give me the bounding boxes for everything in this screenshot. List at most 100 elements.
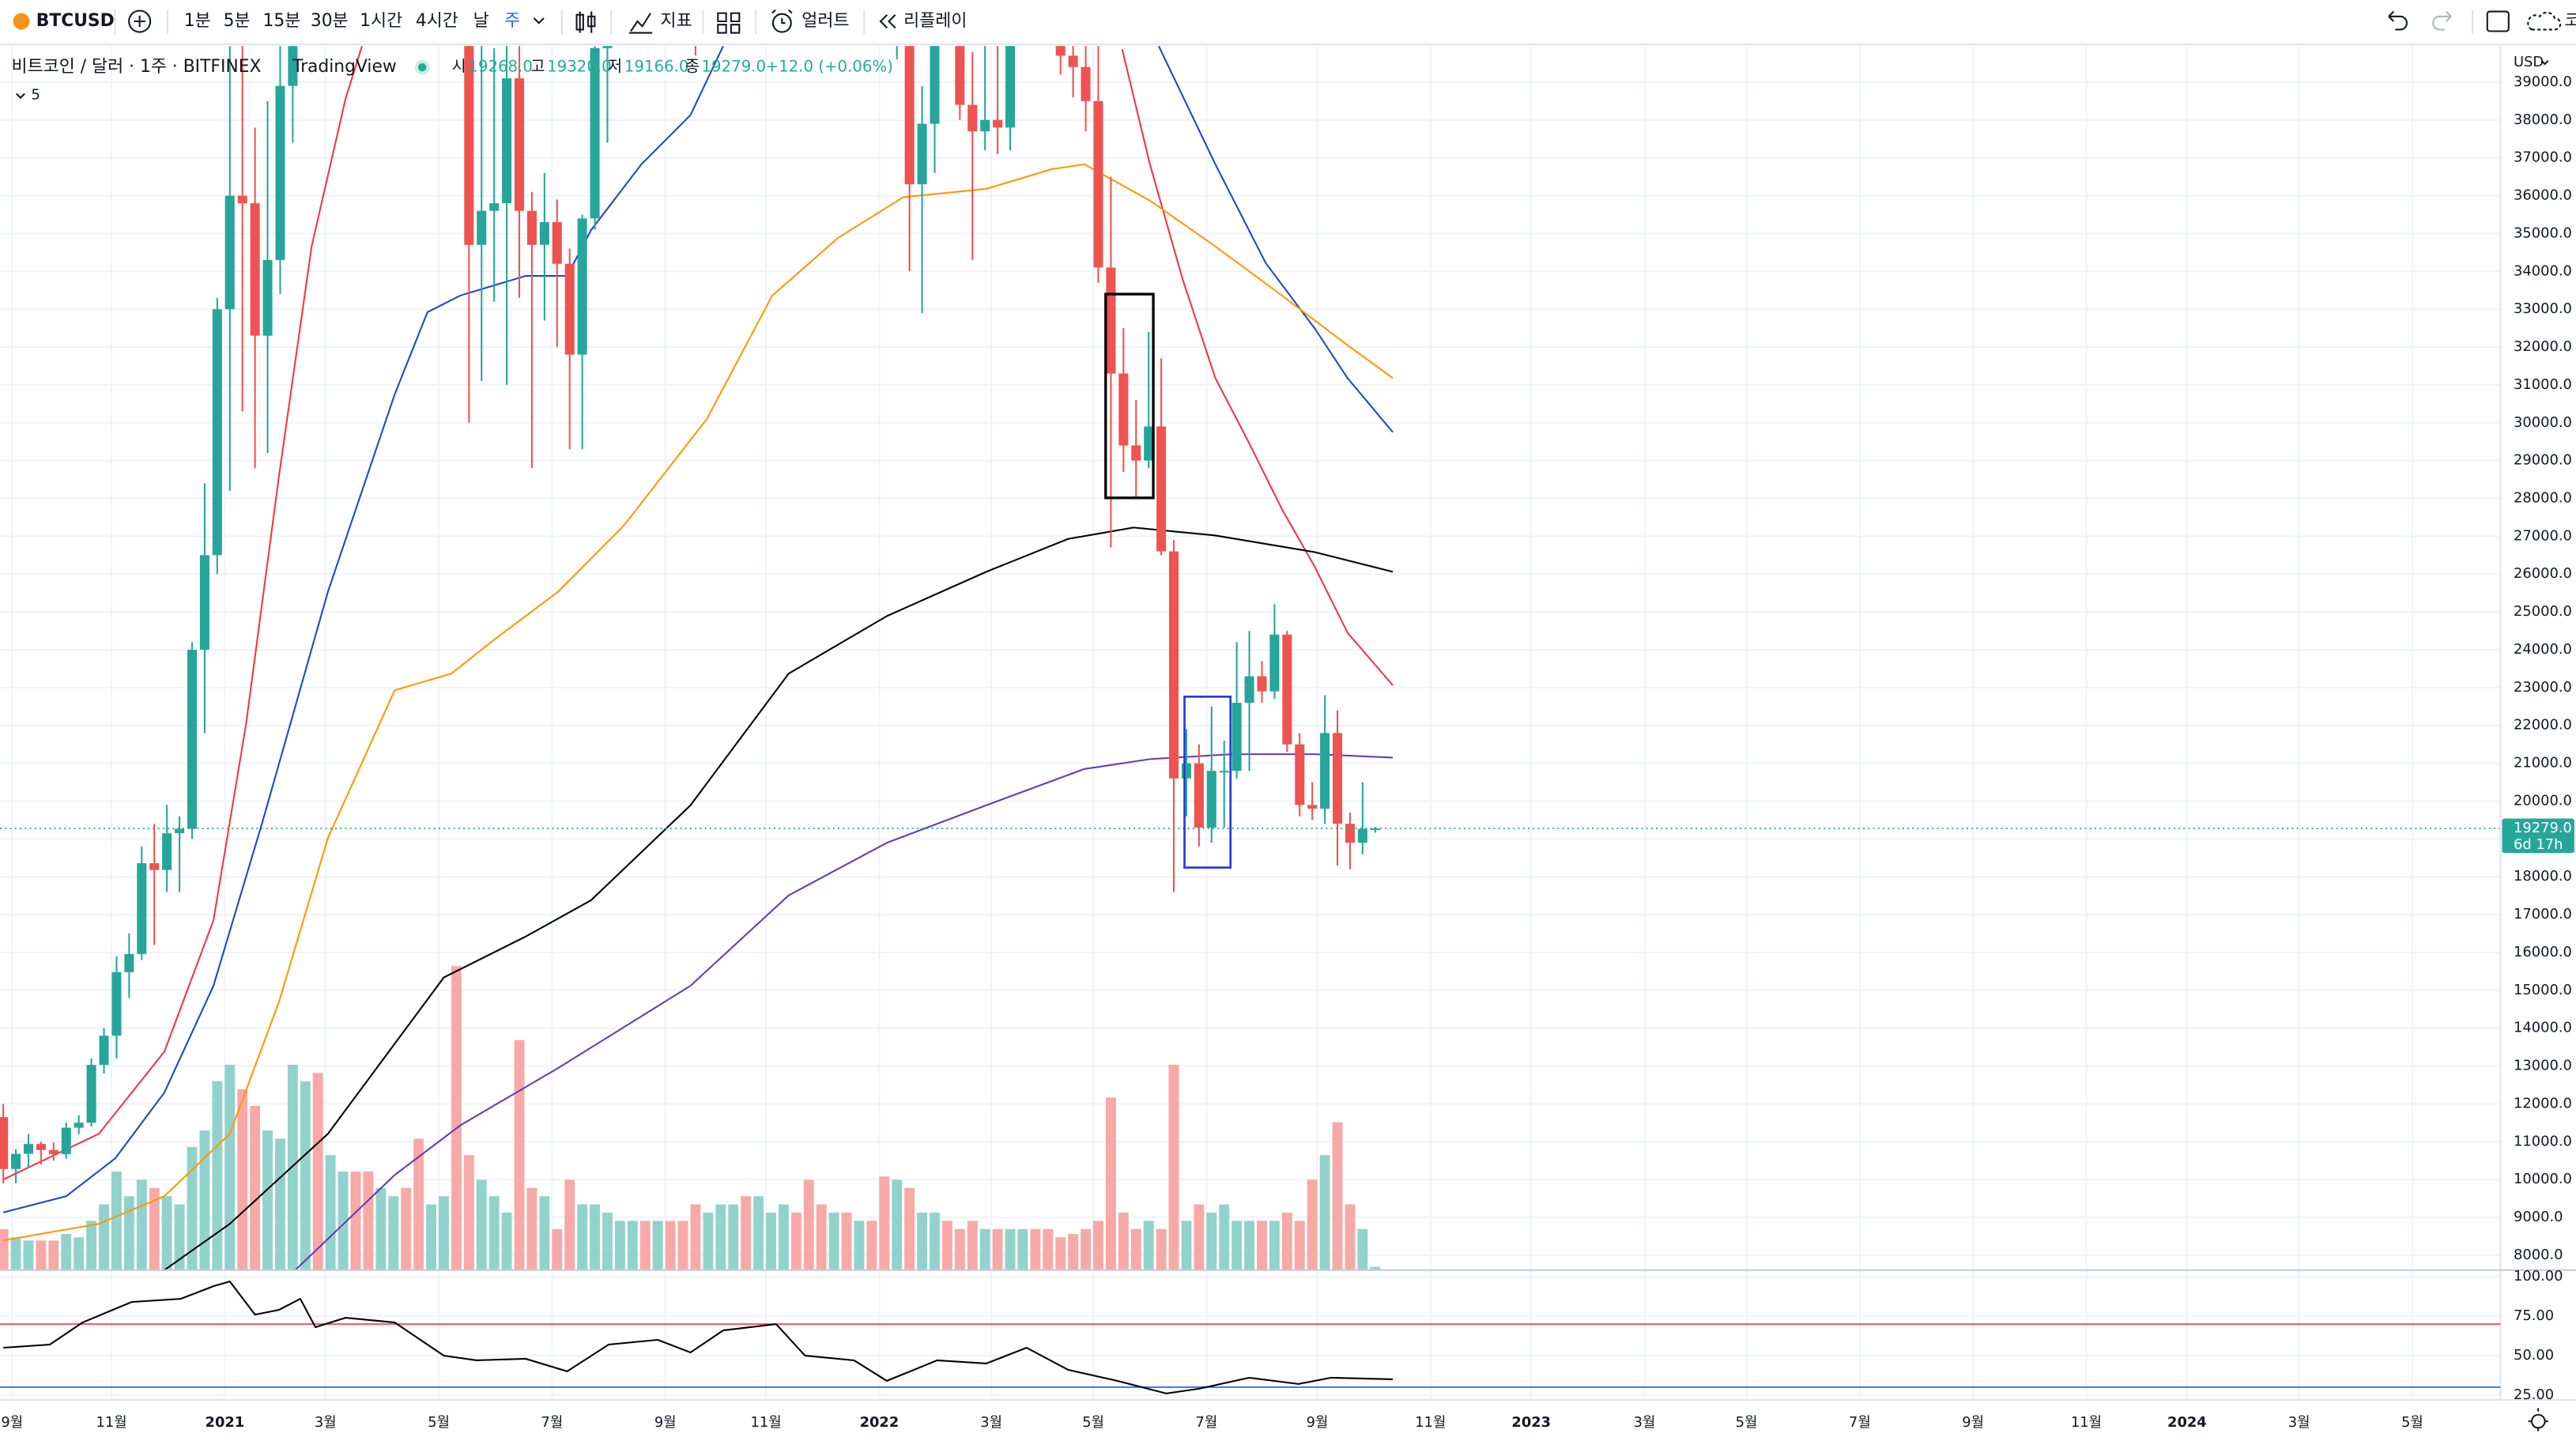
interval-button[interactable]: 1분 (184, 11, 211, 31)
candle-body (0, 1117, 9, 1169)
chart-type-button[interactable] (575, 11, 596, 33)
candle-body (967, 104, 978, 132)
volume-bar (941, 1220, 952, 1270)
volume-bar (111, 1171, 122, 1270)
replay-button[interactable]: 리플레이 (903, 11, 967, 31)
y-tick-label: 37000.0 (2514, 149, 2572, 166)
volume-bar (1307, 1179, 1318, 1270)
alert-button[interactable]: 얼러트 (801, 11, 849, 31)
volume-bar (741, 1196, 752, 1270)
volume-bar (174, 1204, 185, 1270)
candle-body (1257, 676, 1267, 692)
currency-label[interactable]: USD (2514, 54, 2544, 70)
replay-icon[interactable] (879, 13, 896, 29)
alert-icon-hands (771, 9, 793, 25)
interval-button[interactable]: 15분 (263, 11, 301, 31)
candle-body (477, 210, 487, 245)
volume-bar (1294, 1220, 1305, 1270)
y-tick-label: 10000.0 (2514, 1171, 2572, 1187)
annotation-box[interactable] (1183, 696, 1232, 869)
legend-open: 19268.0 (468, 58, 533, 76)
interval-button[interactable]: 30분 (311, 11, 349, 31)
x-tick-label: 11월 (1415, 1414, 1446, 1431)
y-tick-label: 34000.0 (2514, 262, 2572, 279)
y-tick-label: 17000.0 (2514, 906, 2572, 922)
layout-button[interactable] (717, 12, 741, 34)
interval-button[interactable]: 4시간 (416, 11, 458, 31)
interval-button[interactable]: 주 (504, 11, 520, 31)
candle-body (514, 78, 525, 211)
volume-bar (614, 1220, 625, 1270)
legend-high: 19320.0 (547, 58, 612, 76)
cloud-button[interactable] (2527, 11, 2562, 31)
y-tick-label: 20000.0 (2514, 792, 2572, 809)
legend-open-label: 시 (452, 58, 466, 76)
rsi-tick-label: 25.00 (2514, 1386, 2554, 1403)
compare-button[interactable] (128, 9, 152, 33)
volume-bar (1143, 1220, 1154, 1270)
y-tick-label: 12000.0 (2514, 1095, 2572, 1111)
y-tick-label: 35000.0 (2514, 224, 2572, 241)
volume-bar (790, 1213, 801, 1270)
y-tick-label: 25000.0 (2514, 603, 2572, 620)
x-tick-label: 5월 (428, 1414, 450, 1431)
indicator-count[interactable]: 5 (31, 87, 40, 104)
volume-bar (816, 1204, 827, 1270)
moving-average-line (2, 163, 1394, 1242)
volume-bar (187, 1146, 198, 1270)
volume-bar (237, 1089, 248, 1270)
annotation-box[interactable] (1104, 292, 1155, 500)
volume-bar (74, 1237, 85, 1270)
x-tick-label: 11월 (96, 1414, 127, 1431)
volume-bar (1206, 1213, 1217, 1270)
settings-button[interactable] (2528, 1408, 2548, 1432)
fullscreen-button[interactable] (2486, 10, 2510, 32)
volume-bar (992, 1228, 1003, 1270)
interval-button[interactable]: 5분 (224, 11, 251, 31)
interval-button[interactable]: 1시간 (360, 11, 402, 31)
candle-body (1357, 828, 1367, 843)
indicator-toggle[interactable] (16, 92, 25, 100)
volume-bar (778, 1204, 789, 1270)
currency-dropdown[interactable] (2540, 60, 2549, 66)
last-price-badge (2502, 818, 2574, 854)
candle-body (526, 210, 537, 245)
volume-bar (1130, 1228, 1141, 1270)
alert-icon[interactable] (771, 13, 792, 33)
symbol[interactable]: BTCUSD (36, 11, 115, 31)
candle-body (11, 1153, 21, 1169)
volume-bar (136, 1179, 147, 1270)
y-tick-label: 27000.0 (2514, 527, 2572, 544)
interval-button[interactable]: 날 (473, 11, 489, 31)
redo-button[interactable] (2432, 10, 2452, 31)
candle-body (288, 46, 298, 86)
volume-bar (803, 1179, 814, 1270)
candle-body (502, 78, 512, 204)
candle-body (1282, 634, 1292, 745)
interval-dropdown[interactable] (533, 17, 545, 25)
volume-bar (1093, 1220, 1103, 1270)
cut-off-label: 코 (2564, 11, 2576, 31)
candle-body (1244, 676, 1254, 704)
indicators-button[interactable]: 지표 (661, 11, 692, 31)
volume-bar (703, 1213, 714, 1270)
candle-body (489, 203, 500, 211)
candle-body (1156, 426, 1167, 552)
volume-bar (338, 1171, 349, 1270)
candle-body (955, 46, 965, 105)
y-tick-label: 39000.0 (2514, 74, 2572, 90)
volume-bar (275, 1138, 285, 1270)
volume-bar (388, 1196, 399, 1270)
candle-body (149, 863, 160, 870)
market-status[interactable] (414, 59, 430, 75)
volume-bar (828, 1213, 839, 1270)
candle-body (564, 263, 575, 355)
candle-body (1131, 445, 1141, 461)
plus-icon (134, 15, 145, 28)
volume-bar (627, 1220, 638, 1270)
undo-button[interactable] (2388, 10, 2408, 31)
indicator-icon[interactable] (629, 13, 653, 34)
candle-body (86, 1065, 96, 1123)
candle-body (74, 1122, 84, 1128)
candle-body (61, 1127, 71, 1155)
